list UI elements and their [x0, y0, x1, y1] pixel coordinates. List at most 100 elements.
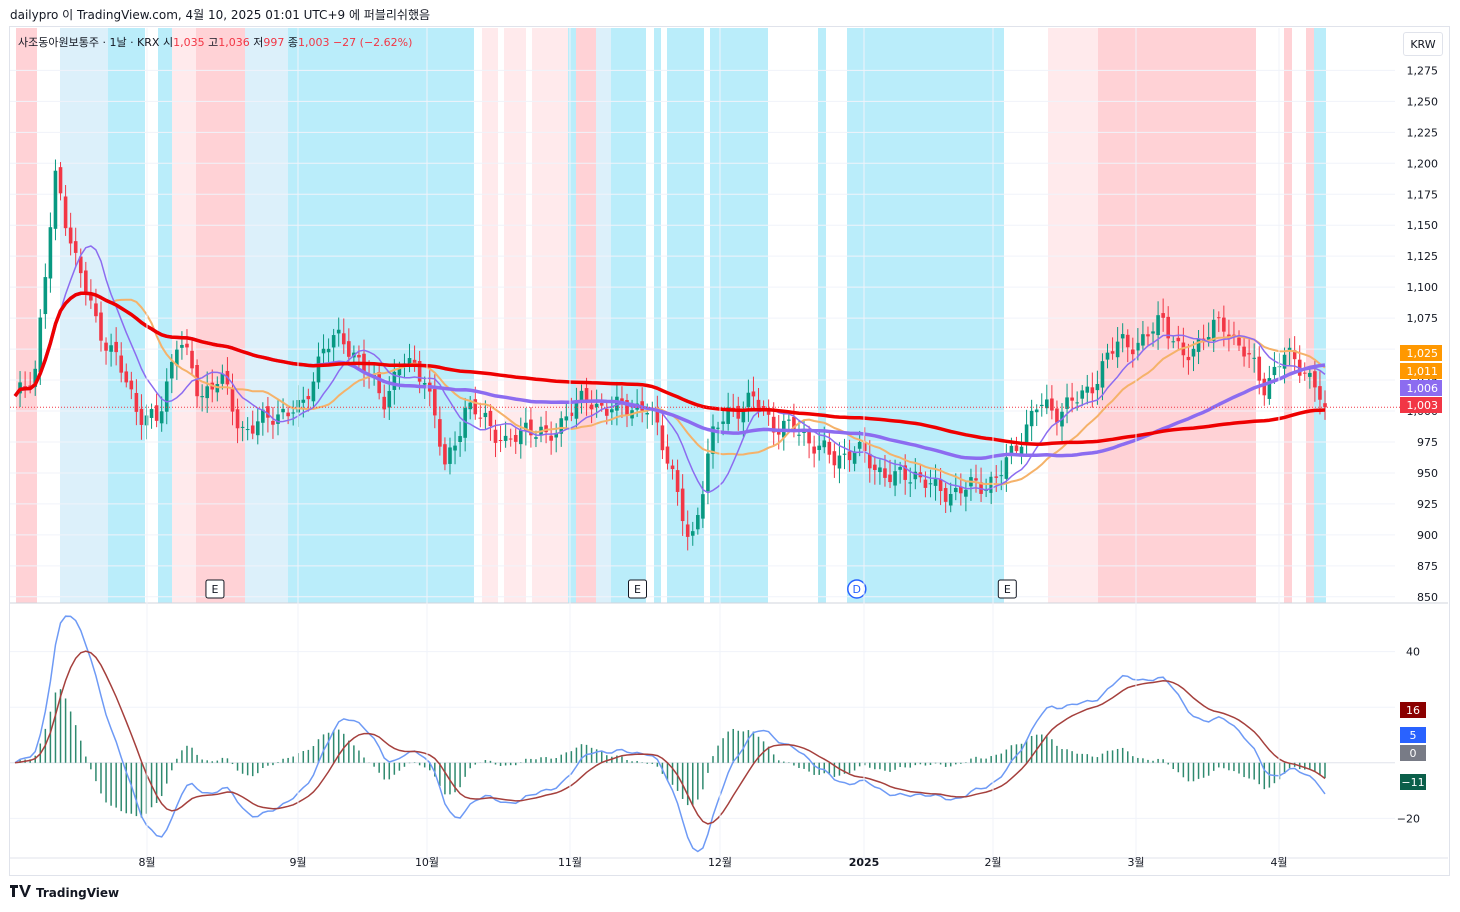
candle-body [1029, 410, 1034, 427]
currency-button[interactable]: KRW [1403, 32, 1443, 56]
candle-body [169, 361, 174, 379]
candle-body [1287, 347, 1292, 352]
candle-body [529, 419, 533, 436]
candle-body [1292, 350, 1297, 360]
candle-body [1014, 445, 1019, 452]
regime-band [16, 28, 37, 603]
macd-line [14, 615, 1326, 853]
candle-body [443, 444, 447, 465]
candle-body [1105, 352, 1110, 360]
price-tick-label: 850 [1417, 591, 1438, 604]
candle-body [1024, 424, 1029, 444]
candle-body [878, 467, 882, 473]
candle-body [1100, 361, 1105, 388]
candle-body [1161, 313, 1165, 318]
candle-body [888, 474, 892, 483]
regime-band [172, 28, 196, 603]
candle-body [928, 483, 933, 485]
regime-band [504, 28, 526, 603]
candle-body [1206, 337, 1211, 340]
candle-body [857, 441, 862, 449]
regime-band [596, 28, 611, 603]
candle-body [549, 435, 553, 441]
candle-body [1045, 399, 1049, 409]
candle-body [1075, 402, 1079, 404]
ma-purple-short-line [14, 245, 1326, 494]
candle-body [1009, 445, 1014, 455]
candle-body [589, 404, 594, 410]
candle-body [534, 437, 538, 439]
price-label-box [1400, 345, 1442, 361]
earnings-marker [205, 579, 225, 599]
candle-body [792, 416, 796, 433]
macd-value-box [1400, 745, 1426, 761]
price-tick-label: 1,125 [1407, 250, 1439, 263]
candle-body [412, 359, 417, 365]
candle-body [554, 432, 558, 438]
month-tick-label: 8월 [138, 856, 155, 869]
candle-body [139, 408, 144, 425]
regime-band [482, 28, 498, 603]
candle-body [756, 399, 761, 410]
candle-body [63, 196, 68, 229]
candle-body [250, 425, 255, 434]
dividend-marker [847, 579, 867, 599]
candle-body [1090, 387, 1095, 394]
change-value: −27 (−2.62%) [332, 36, 413, 49]
candle-body [1272, 366, 1277, 376]
candle-body [397, 368, 402, 376]
candle-body [847, 451, 852, 461]
candle-body [473, 399, 478, 415]
candle-body [908, 482, 913, 484]
month-tick-label: 9월 [289, 856, 306, 869]
candle-body [544, 425, 548, 433]
regime-band [568, 28, 576, 603]
month-tick-label: 3월 [1127, 856, 1144, 869]
candle-body [468, 402, 473, 410]
candle-body [114, 341, 118, 353]
candle-body [1151, 331, 1155, 334]
candle-body [458, 436, 462, 442]
candle-body [1171, 341, 1176, 343]
candle-body [559, 418, 564, 434]
candle-body [1323, 403, 1327, 408]
candle-body [974, 478, 978, 481]
candle-body [736, 405, 741, 419]
footer-brand[interactable]: TradingView [10, 885, 119, 900]
publish-caption: dailypro 이 TradingView.com, 4월 10, 2025 … [10, 8, 431, 22]
candle-body [1110, 351, 1115, 354]
price-tick-label: 1,075 [1407, 312, 1439, 325]
earnings-marker-label: E [1004, 583, 1011, 596]
candle-body [610, 409, 614, 413]
candle-body [1065, 397, 1069, 409]
regime-band [1048, 28, 1098, 603]
candle-body [316, 356, 321, 383]
candle-body [852, 451, 857, 464]
month-tick-label: 2월 [984, 856, 1001, 869]
candle-body [837, 455, 842, 469]
regime-band [1306, 28, 1314, 603]
candle-body [407, 358, 412, 365]
candle-body [959, 486, 963, 494]
candle-body [604, 408, 609, 416]
macd-value-box [1400, 774, 1426, 790]
candle-body [149, 409, 154, 418]
macd-value-label: 5 [1410, 729, 1417, 742]
symbol-name: 사조동아원보통주 · 1날 · KRX [18, 36, 160, 49]
candle-body [953, 487, 958, 493]
candle-body [159, 411, 164, 424]
candle-body [341, 333, 346, 345]
close-value: 1,003 [297, 36, 330, 49]
candle-body [883, 468, 887, 478]
candle-body [787, 419, 791, 421]
candle-body [751, 391, 756, 397]
low-value: 997 [263, 36, 285, 49]
candle-body [655, 408, 660, 423]
candle-body [518, 430, 523, 445]
candle-body [1055, 408, 1059, 423]
candle-body [1302, 372, 1307, 374]
regime-band [1284, 28, 1292, 603]
candle-body [1191, 348, 1196, 357]
candle-body [726, 407, 730, 424]
